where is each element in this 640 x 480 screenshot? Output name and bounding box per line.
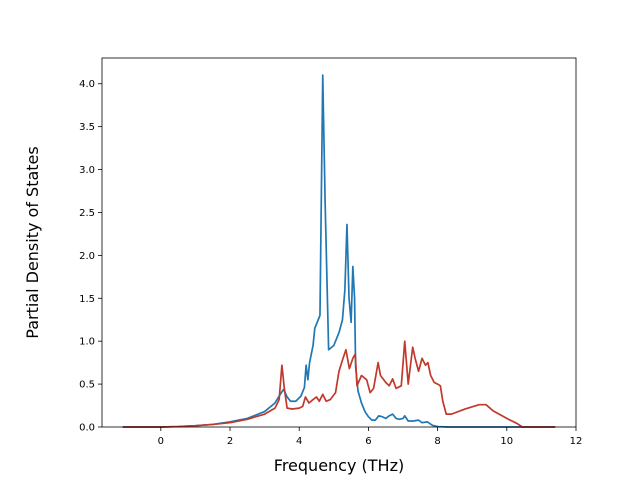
x-tick-label: 0 — [158, 436, 164, 447]
x-tick-label: 10 — [500, 436, 513, 447]
x-tick-label: 8 — [434, 436, 440, 447]
y-tick-label: 2.0 — [79, 251, 95, 262]
y-tick-label: 4.0 — [79, 79, 95, 90]
x-tick-label: 2 — [227, 436, 233, 447]
y-tick-label: 2.5 — [79, 208, 95, 219]
y-tick-label: 3.0 — [79, 165, 95, 176]
y-tick-label: 1.0 — [79, 337, 95, 348]
series-line-2 — [122, 340, 556, 428]
y-tick-label: 1.5 — [79, 294, 95, 305]
x-tick-label: 12 — [570, 436, 583, 447]
y-axis-label: Partial Density of States — [23, 146, 42, 338]
x-tick-label: 4 — [296, 436, 302, 447]
series-layer — [122, 74, 556, 428]
x-tick-label: 6 — [365, 436, 371, 447]
tick-layer: 0 2 4 6 8 10 12 0.0 0.5 1.0 1.5 2.0 2.5 3.0 3.5 4.0 — [79, 79, 582, 447]
y-tick-label: 3.5 — [79, 122, 95, 133]
series-line-1 — [122, 74, 556, 428]
x-axis-label: Frequency (THz) — [274, 456, 404, 475]
y-tick-label: 0.0 — [79, 423, 95, 434]
y-tick-label: 0.5 — [79, 380, 95, 391]
plot-frame — [101, 57, 577, 428]
